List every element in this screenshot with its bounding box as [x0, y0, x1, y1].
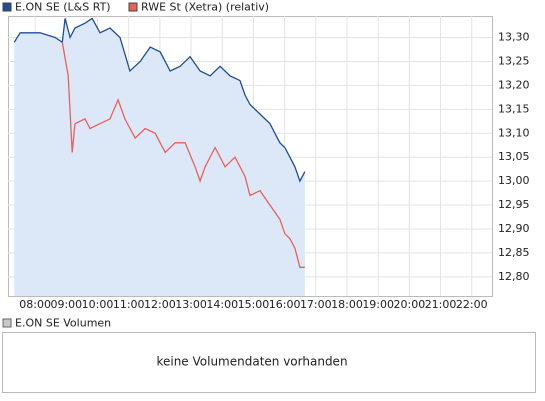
- x-tick-label: 14:00: [206, 298, 238, 311]
- x-tick-label: 09:00: [50, 298, 82, 311]
- legend: E.ON SE (L&S RT) RWE St (Xetra) (relativ): [2, 1, 269, 14]
- x-tick-label: 13:00: [175, 298, 207, 311]
- legend-swatch: [2, 2, 12, 12]
- x-tick-label: 10:00: [82, 298, 114, 311]
- line: [61, 42, 305, 268]
- y-tick-label: 12,80: [498, 270, 530, 283]
- x-tick-label: 20:00: [394, 298, 426, 311]
- x-tick-label: 11:00: [113, 298, 145, 311]
- x-tick-label: 16:00: [269, 298, 301, 311]
- x-tick-label: 12:00: [144, 298, 176, 311]
- x-tick-label: 19:00: [362, 298, 394, 311]
- y-tick-label: 13,20: [498, 78, 530, 91]
- y-tick-label: 13,10: [498, 126, 530, 139]
- volume-frame: [2, 332, 536, 393]
- x-tick-label: 18:00: [331, 298, 363, 311]
- y-tick-label: 12,90: [498, 222, 530, 235]
- y-tick-label: 13,25: [498, 54, 530, 67]
- y-tick-label: 13,05: [498, 150, 530, 163]
- volume-message: keine Volumendaten vorhanden: [156, 355, 347, 369]
- legend-swatch: [128, 2, 138, 12]
- y-tick-label: 12,85: [498, 246, 530, 259]
- line: [13, 17, 306, 183]
- x-tick-label: 15:00: [238, 298, 270, 311]
- area: [14, 18, 305, 297]
- y-tick-label: 13,15: [498, 102, 530, 115]
- x-tick-label: 08:00: [19, 298, 51, 311]
- volume-legend: E.ON SE Volumen: [15, 317, 111, 330]
- x-tick-label: 22:00: [456, 298, 488, 311]
- y-tick-label: 13,30: [498, 31, 530, 44]
- x-tick-label: 17:00: [300, 298, 332, 311]
- y-tick-label: 13,00: [498, 174, 530, 187]
- y-tick-label: 12,95: [498, 198, 530, 211]
- volume-legend-swatch: [2, 318, 12, 328]
- x-tick-label: 21:00: [425, 298, 457, 311]
- legend-label: E.ON SE (L&S RT): [15, 1, 111, 14]
- legend-label: RWE St (Xetra) (relativ): [141, 1, 269, 14]
